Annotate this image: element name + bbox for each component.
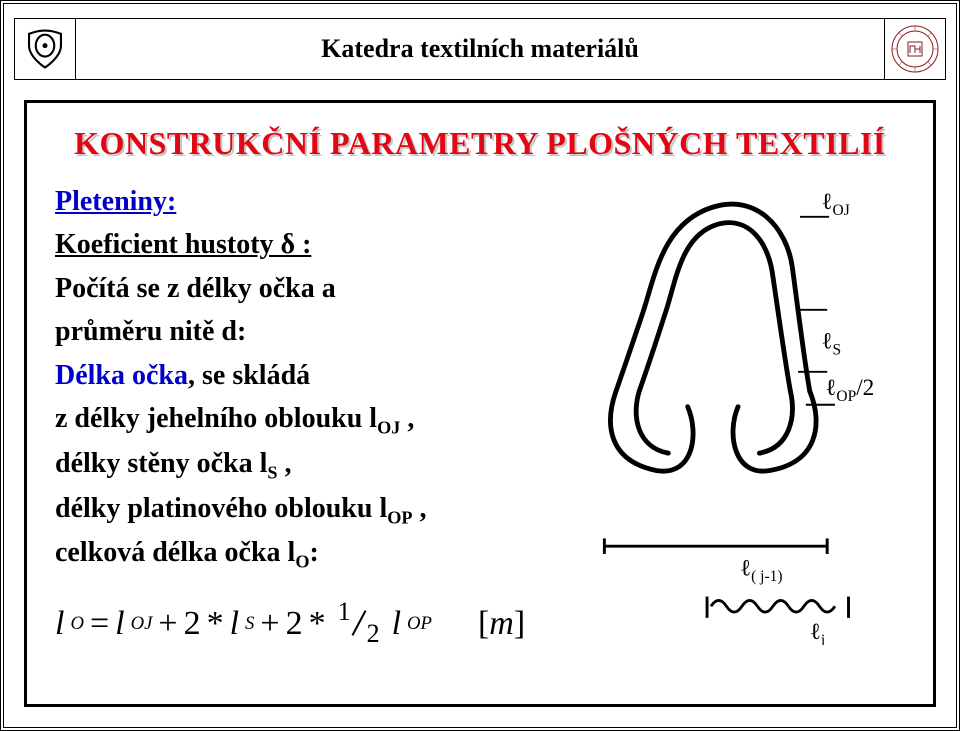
delka-ocka-label: Délka očka	[55, 360, 188, 391]
line-celkova: celková délka očka lO:	[55, 531, 565, 576]
oj-subscript: OJ	[377, 418, 400, 438]
content-frame: KONSTRUKČNÍ PARAMETRY PLOŠNÝCH TEXTILIÍ …	[24, 100, 936, 707]
left-shield-icon	[14, 18, 76, 80]
svg-text:ℓS: ℓS	[821, 329, 841, 359]
svg-text:ℓOJ: ℓOJ	[821, 189, 849, 219]
body-columns: Pleteniny: Koeficient hustoty δ : Počítá…	[55, 180, 905, 651]
pleteniny-label: Pleteniny:	[55, 186, 176, 217]
steny-text: délky stěny očka l	[55, 448, 267, 479]
line-pleteniny: Pleteniny:	[55, 180, 565, 223]
f-star2: *	[309, 598, 326, 651]
f-l3: l	[230, 598, 239, 651]
line-delka-ocka: Délka očka, se skládá	[55, 354, 565, 397]
line-pocita: Počítá se z délky očka a	[55, 267, 565, 310]
f-l2: l	[115, 598, 124, 651]
o-subscript: O	[295, 552, 309, 572]
f-OP: OP	[407, 610, 432, 639]
line-prumeru: průměru nitě d:	[55, 310, 565, 353]
f-l4: l	[392, 598, 401, 651]
line-platin: délky platinového oblouku lOP ,	[55, 487, 565, 532]
fig-ell-5: ℓ	[810, 619, 821, 645]
fig-ell-1: ℓ	[821, 189, 832, 215]
comma-1: ,	[400, 403, 414, 434]
f-plus1: +	[158, 598, 177, 651]
fig-j: j	[820, 632, 825, 645]
header-band: Katedra textilních materiálů	[14, 18, 946, 80]
svg-text:ℓ( j-1): ℓ( j-1)	[740, 555, 783, 585]
z-delky-text: z délky jehelního oblouku l	[55, 403, 377, 434]
comma-2: ,	[277, 448, 291, 479]
header-title-box: Katedra textilních materiálů	[75, 18, 885, 80]
fig-op-half: /2	[856, 375, 874, 401]
se-sklada-label: , se skládá	[188, 360, 310, 391]
fig-ell-2: ℓ	[821, 329, 832, 355]
seal-icon	[890, 24, 940, 74]
celkova-text: celková délka očka l	[55, 537, 295, 568]
f-OJ: OJ	[131, 610, 153, 639]
svg-text:ℓOP/2: ℓOP/2	[825, 375, 874, 405]
f-O: O	[70, 610, 84, 639]
fig-s: S	[833, 341, 842, 358]
formula: lO = lOJ + 2 * lS + 2 * 1 2 lOP [m]	[55, 598, 565, 651]
knit-loop-figure: ℓOJ ℓS ℓOP/2 ℓ( j-1)	[585, 180, 895, 650]
f-two2: 2	[286, 598, 303, 651]
f-eq: =	[90, 598, 109, 651]
figure-column: ℓOJ ℓS ℓOP/2 ℓ( j-1)	[575, 180, 905, 651]
f-plus2: +	[260, 598, 279, 651]
line-koeficient: Koeficient hustoty δ :	[55, 223, 565, 266]
header-title: Katedra textilních materiálů	[321, 34, 639, 64]
page-heading: KONSTRUKČNÍ PARAMETRY PLOŠNÝCH TEXTILIÍ	[55, 125, 905, 162]
frac-den: 2	[367, 614, 380, 654]
text-column: Pleteniny: Koeficient hustoty δ : Počítá…	[55, 180, 565, 651]
unit-open: [	[478, 605, 489, 642]
f-l1: l	[55, 598, 64, 651]
shield-icon	[24, 28, 66, 70]
fig-op: OP	[836, 388, 856, 405]
f-S: S	[245, 610, 254, 639]
comma-3: ,	[413, 493, 427, 524]
unit-m: m	[489, 605, 514, 642]
right-seal-icon	[884, 18, 946, 80]
fraction-half: 1 2	[332, 600, 386, 644]
platin-text: délky platinového oblouku l	[55, 493, 387, 524]
unit: [m]	[478, 598, 525, 651]
unit-close: ]	[514, 605, 525, 642]
loop-diagram-icon: ℓOJ ℓS ℓOP/2 ℓ( j-1)	[585, 180, 895, 645]
f-two1: 2	[184, 598, 201, 651]
s-subscript: S	[267, 462, 277, 482]
fig-jm1: ( j-1)	[751, 568, 782, 585]
line-steny: délky stěny očka lS ,	[55, 442, 565, 487]
fig-oj: OJ	[833, 202, 850, 219]
colon: :	[310, 537, 319, 568]
fig-ell-4: ℓ	[740, 555, 751, 581]
op-subscript: OP	[387, 507, 412, 527]
f-star1: *	[207, 598, 224, 651]
fig-ell-3: ℓ	[825, 375, 836, 401]
svg-text:ℓj: ℓj	[810, 619, 825, 645]
line-jehelni: z délky jehelního oblouku lOJ ,	[55, 397, 565, 442]
